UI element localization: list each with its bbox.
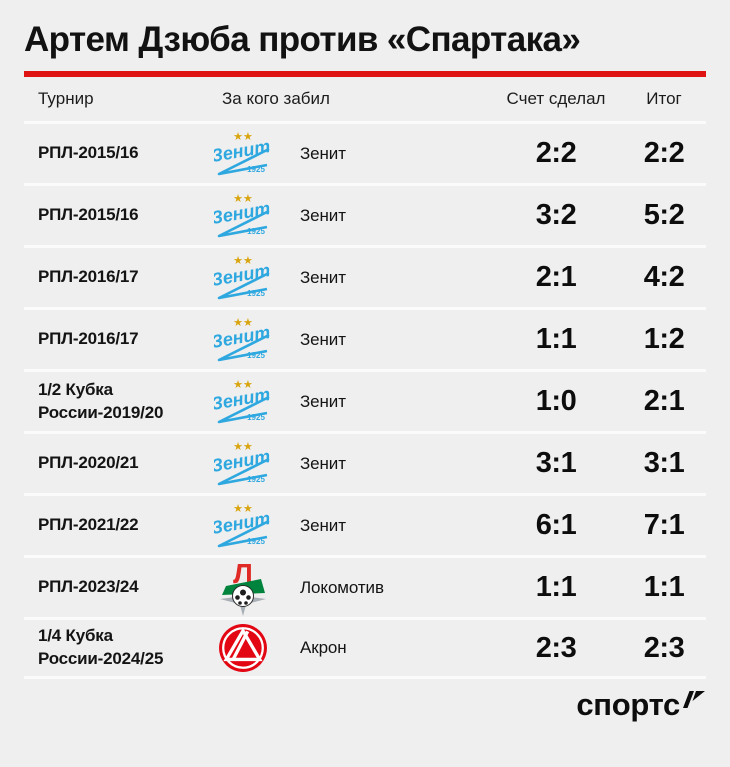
final-result-cell: 7:1	[643, 509, 685, 542]
infographic-page: Артем Дзюба против «Спартака» Турнир За …	[24, 20, 706, 720]
tournament-cell: РПЛ-2020/21	[38, 453, 139, 473]
table-row: РПЛ-2021/22 ★★ Зенит 1925 Зенит 6:1 7:1	[24, 493, 706, 555]
svg-text:★★: ★★	[233, 254, 253, 267]
team-name-cell: Зенит	[300, 267, 346, 287]
tournament-cell: 1/2 Кубка России-2019/20	[38, 379, 164, 422]
table-header-row: Турнир За кого забил Счет сделал Итог	[24, 77, 706, 121]
svg-text:★★: ★★	[233, 378, 253, 391]
team-name-cell: Акрон	[300, 638, 347, 658]
svg-text:1925: 1925	[247, 165, 265, 174]
akron-logo	[210, 623, 276, 673]
team-name-cell: Зенит	[300, 391, 346, 411]
zenit-logo: ★★ Зенит 1925	[210, 252, 276, 304]
column-header-tournament: Турнир	[38, 89, 94, 109]
team-name-cell: Зенит	[300, 329, 346, 349]
zenit-logo: ★★ Зенит 1925	[210, 376, 276, 428]
score-made-cell: 2:3	[535, 631, 577, 664]
score-made-cell: 3:1	[535, 447, 577, 480]
team-name-cell: Зенит	[300, 453, 346, 473]
svg-text:★★: ★★	[233, 316, 253, 329]
table-row: РПЛ-2015/16 ★★ Зенит 1925 Зенит 2:2 2:2	[24, 121, 706, 183]
score-made-cell: 1:1	[535, 571, 577, 604]
svg-text:★★: ★★	[233, 192, 253, 205]
team-name-cell: Зенит	[300, 143, 346, 163]
svg-text:1925: 1925	[247, 413, 265, 422]
footer: спортс	[24, 689, 706, 720]
table-row: РПЛ-2023/24 Л Локомотив 1:1 1:1	[24, 555, 706, 617]
tournament-cell: РПЛ-2015/16	[38, 143, 139, 163]
table-row: 1/2 Кубка России-2019/20 ★★ Зенит 1925 З…	[24, 369, 706, 431]
brand-wordmark: спортс	[576, 687, 680, 723]
column-header-final-result: Итог	[646, 89, 682, 109]
svg-text:★★: ★★	[233, 440, 253, 453]
zenit-logo: ★★ Зенит 1925	[210, 500, 276, 552]
svg-text:1925: 1925	[247, 351, 265, 360]
svg-text:Л: Л	[233, 559, 253, 589]
table-body: РПЛ-2015/16 ★★ Зенит 1925 Зенит 2:2 2:2 …	[24, 121, 706, 680]
score-made-cell: 1:0	[535, 385, 577, 418]
column-header-score-made: Счет сделал	[506, 89, 606, 109]
team-name-cell: Зенит	[300, 205, 346, 225]
final-result-cell: 1:2	[643, 323, 685, 356]
score-made-cell: 6:1	[535, 509, 577, 542]
score-made-cell: 3:2	[535, 199, 577, 232]
svg-text:1925: 1925	[247, 537, 265, 546]
svg-text:1925: 1925	[247, 475, 265, 484]
table-row: РПЛ-2015/16 ★★ Зенит 1925 Зенит 3:2 5:2	[24, 183, 706, 245]
score-made-cell: 2:1	[535, 261, 577, 294]
table-row: РПЛ-2020/21 ★★ Зенит 1925 Зенит 3:1 3:1	[24, 431, 706, 493]
tournament-cell: РПЛ-2023/24	[38, 577, 139, 597]
tournament-cell: РПЛ-2021/22	[38, 515, 139, 535]
score-made-cell: 1:1	[535, 323, 577, 356]
svg-text:★★: ★★	[233, 502, 253, 515]
tournament-cell: РПЛ-2016/17	[38, 329, 139, 349]
svg-text:1925: 1925	[247, 289, 265, 298]
tournament-cell: РПЛ-2016/17	[38, 267, 139, 287]
zenit-logo: ★★ Зенит 1925	[210, 314, 276, 366]
final-result-cell: 2:3	[643, 631, 685, 664]
team-name-cell: Зенит	[300, 515, 346, 535]
sports-ru-logo: спортс	[576, 689, 706, 720]
lokomotiv-logo: Л	[210, 559, 276, 617]
final-result-cell: 2:2	[643, 137, 685, 170]
page-title: Артем Дзюба против «Спартака»	[24, 20, 581, 59]
final-result-cell: 4:2	[643, 261, 685, 294]
zenit-logo: ★★ Зенит 1925	[210, 128, 276, 180]
table-row: РПЛ-2016/17 ★★ Зенит 1925 Зенит 2:1 4:2	[24, 245, 706, 307]
svg-text:1925: 1925	[247, 227, 265, 236]
column-header-scored-for: За кого забил	[222, 89, 330, 109]
table-row: РПЛ-2016/17 ★★ Зенит 1925 Зенит 1:1 1:2	[24, 307, 706, 369]
tournament-cell: 1/4 Кубка России-2024/25	[38, 626, 164, 669]
title-underline	[24, 71, 706, 78]
score-made-cell: 2:2	[535, 137, 577, 170]
final-result-cell: 2:1	[643, 385, 685, 418]
zenit-logo: ★★ Зенит 1925	[210, 190, 276, 242]
final-result-cell: 1:1	[643, 571, 685, 604]
tournament-cell: РПЛ-2015/16	[38, 205, 139, 225]
svg-text:★★: ★★	[233, 130, 253, 143]
final-result-cell: 3:1	[643, 447, 685, 480]
zenit-logo: ★★ Зенит 1925	[210, 438, 276, 490]
brand-prime-mark-icon	[683, 691, 705, 709]
final-result-cell: 5:2	[643, 199, 685, 232]
table-row: 1/4 Кубка России-2024/25 Акрон 2:3 2:3	[24, 617, 706, 680]
team-name-cell: Локомотив	[300, 577, 384, 597]
